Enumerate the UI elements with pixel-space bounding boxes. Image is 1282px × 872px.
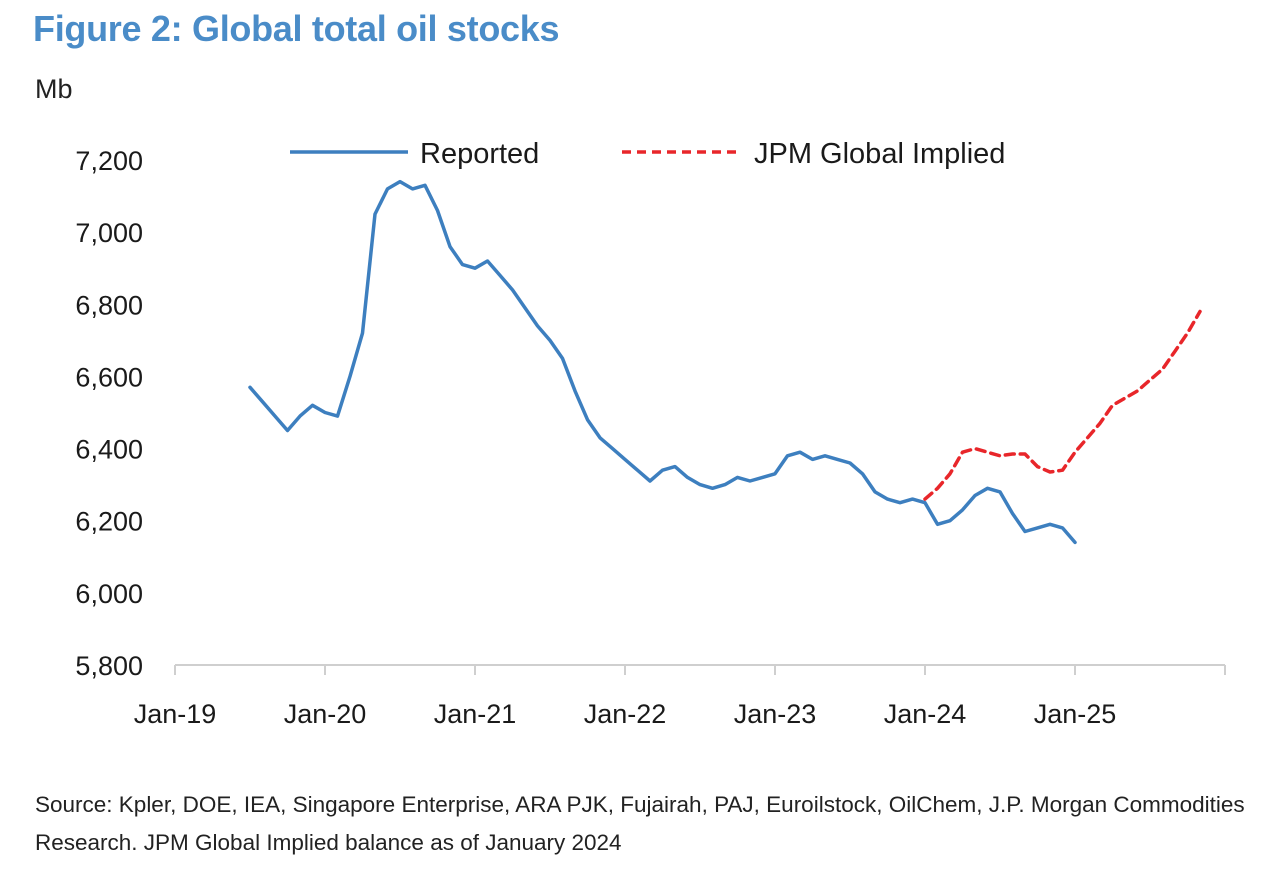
y-tick-label: 6,400 [75, 435, 143, 465]
y-tick-label: 5,800 [75, 651, 143, 681]
x-tick-label: Jan-24 [884, 699, 967, 729]
series-line [923, 309, 1202, 501]
legend-label: JPM Global Implied [754, 138, 1005, 170]
y-axis-unit-label: Mb [35, 74, 73, 104]
source-note: Source: Kpler, DOE, IEA, Singapore Enter… [35, 792, 1245, 855]
y-tick-label: 6,800 [75, 290, 143, 320]
x-tick-label: Jan-25 [1034, 699, 1117, 729]
y-tick-label: 6,600 [75, 362, 143, 392]
y-tick-label: 6,200 [75, 507, 143, 537]
x-tick-label: Jan-23 [734, 699, 817, 729]
series-line [248, 179, 1077, 545]
x-tick-label: Jan-22 [584, 699, 667, 729]
y-tick-label: 7,000 [75, 218, 143, 248]
y-tick-label: 6,000 [75, 579, 143, 609]
legend-label: Reported [420, 138, 539, 170]
y-tick-label: 7,200 [75, 146, 143, 176]
chart-legend: Reported JPM Global Implied [290, 138, 1005, 170]
plot-area [248, 179, 1202, 545]
chart-axes: Jan-19 Jan-20 Jan-21 Jan-22 Jan-23 Jan-24 Jan-… [75, 146, 1226, 729]
x-tick-label: Jan-19 [134, 699, 217, 729]
chart-title: Figure 2: Global total oil stocks [33, 8, 560, 49]
x-tick-label: Jan-21 [434, 699, 517, 729]
x-tick-label: Jan-20 [284, 699, 367, 729]
